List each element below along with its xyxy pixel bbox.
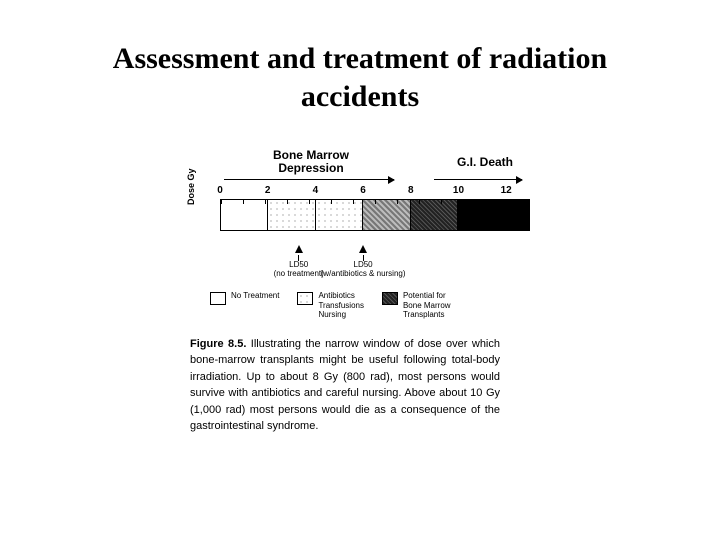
tick-label: 4 [313,185,319,196]
tick-labels: 0 2 4 6 8 10 12 [220,185,530,197]
legend-swatch [297,292,313,305]
legend-item: Potential for Bone Marrow Transplants [382,291,451,320]
legend-item: No Treatment [210,291,279,320]
dose-segment [221,200,268,230]
page-title: Assessment and treatment of radiation ac… [30,40,690,115]
legend: No Treatment Antibiotics Transfusions Nur… [190,291,530,320]
tick-label: 2 [265,185,271,196]
ld50-marker: LD50(w/antibiotics & nursing) [318,245,408,279]
tick-label: 6 [360,185,366,196]
title-line1: Assessment and treatment of radiation [113,42,607,75]
tick-label: 10 [453,185,464,196]
caption-lead: Figure 8.5. [190,338,246,350]
legend-text: Potential for Bone Marrow Transplants [403,291,451,320]
dose-segment [363,200,410,230]
dose-figure: Bone Marrow Depression G.I. Death Dose G… [190,149,530,435]
up-arrow-icon [359,245,367,253]
dose-segment [458,200,529,230]
caption-body: Illustrating the narrow window of dose o… [190,338,500,433]
legend-item: Antibiotics Transfusions Nursing [297,291,364,320]
top-labels: Bone Marrow Depression G.I. Death [190,149,530,185]
legend-text: Antibiotics Transfusions Nursing [318,291,364,320]
gi-death-arrow [434,179,522,180]
dose-bar [220,199,530,231]
tick-label: 12 [501,185,512,196]
bone-marrow-label: Bone Marrow Depression [256,149,366,175]
legend-swatch [210,292,226,305]
legend-swatch [382,292,398,305]
bone-marrow-arrow [224,179,394,180]
dose-segment [411,200,458,230]
tick-label: 8 [408,185,414,196]
dose-segment [316,200,363,230]
tick-label: 0 [217,185,223,196]
gi-death-label: G.I. Death [440,155,530,169]
title-line2: accidents [301,80,419,113]
dose-scale: Dose Gy 024681012 [190,185,530,245]
y-axis-label: Dose Gy [186,169,196,206]
ld-annotations: LD50(no treatment)LD50(w/antibiotics & n… [190,245,530,287]
figure-caption: Figure 8.5. Illustrating the narrow wind… [190,336,500,435]
dose-segment [268,200,315,230]
up-arrow-icon [295,245,303,253]
legend-text: No Treatment [231,291,279,301]
